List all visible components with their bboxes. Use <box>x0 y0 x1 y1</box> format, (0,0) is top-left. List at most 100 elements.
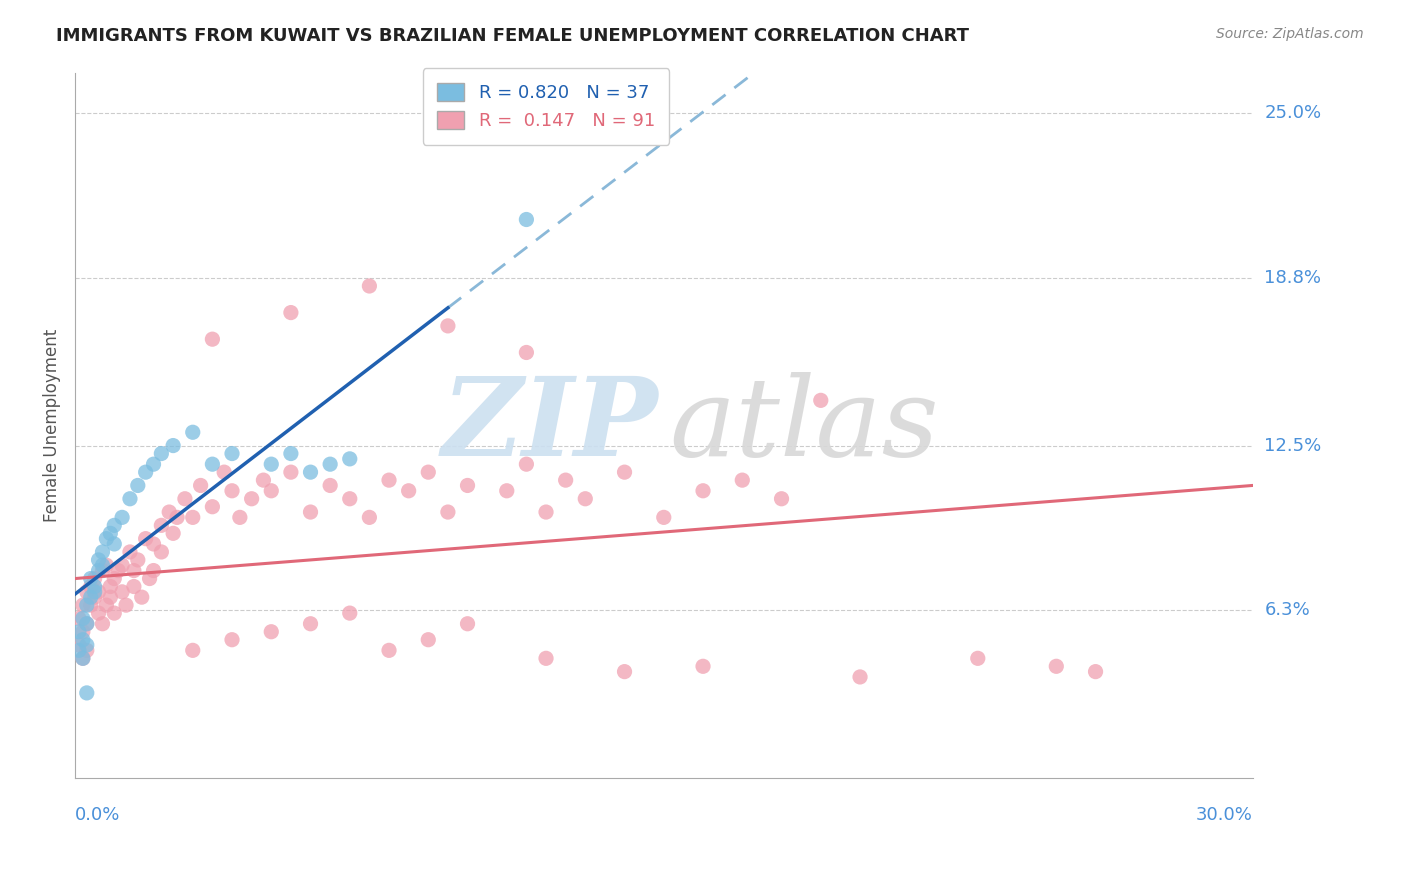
Point <box>437 505 460 519</box>
Point <box>221 632 243 647</box>
Point <box>190 478 212 492</box>
Point <box>91 616 114 631</box>
Point <box>150 446 173 460</box>
Point <box>181 643 204 657</box>
Point <box>98 590 121 604</box>
Text: 18.8%: 18.8% <box>1264 269 1322 287</box>
Point <box>378 473 401 487</box>
Point <box>103 537 125 551</box>
Point <box>72 611 94 625</box>
Point <box>76 638 98 652</box>
Point <box>72 598 94 612</box>
Point <box>613 665 636 679</box>
Point <box>339 451 361 466</box>
Point <box>260 457 283 471</box>
Point <box>96 532 118 546</box>
Point <box>80 598 103 612</box>
Point <box>495 483 517 498</box>
Point <box>122 580 145 594</box>
Point <box>221 446 243 460</box>
Point <box>201 457 224 471</box>
Point <box>319 478 342 492</box>
Point <box>652 510 675 524</box>
Text: ZIP: ZIP <box>441 372 658 479</box>
Point <box>221 483 243 498</box>
Point <box>252 473 274 487</box>
Point <box>115 598 138 612</box>
Point <box>240 491 263 506</box>
Point <box>111 558 134 573</box>
Point <box>142 457 165 471</box>
Point <box>76 616 98 631</box>
Point <box>72 632 94 647</box>
Point <box>142 564 165 578</box>
Point <box>96 598 118 612</box>
Point <box>181 510 204 524</box>
Point <box>67 643 90 657</box>
Point <box>76 616 98 631</box>
Point <box>67 624 90 639</box>
Point <box>174 491 197 506</box>
Point <box>534 505 557 519</box>
Point <box>83 584 105 599</box>
Text: 0.0%: 0.0% <box>75 806 121 824</box>
Point <box>515 345 537 359</box>
Point <box>150 545 173 559</box>
Point <box>72 651 94 665</box>
Point <box>135 465 157 479</box>
Point <box>111 510 134 524</box>
Point <box>127 478 149 492</box>
Point <box>157 505 180 519</box>
Point <box>80 590 103 604</box>
Point <box>339 491 361 506</box>
Point <box>107 564 129 578</box>
Point <box>72 624 94 639</box>
Text: Source: ZipAtlas.com: Source: ZipAtlas.com <box>1216 27 1364 41</box>
Point <box>83 590 105 604</box>
Point <box>103 518 125 533</box>
Point <box>162 439 184 453</box>
Text: 6.3%: 6.3% <box>1264 601 1310 619</box>
Point <box>280 305 302 319</box>
Point <box>103 606 125 620</box>
Point <box>260 483 283 498</box>
Point <box>131 590 153 604</box>
Point <box>437 318 460 333</box>
Point <box>91 558 114 573</box>
Point <box>87 606 110 620</box>
Point <box>76 598 98 612</box>
Point <box>319 457 342 471</box>
Point <box>91 545 114 559</box>
Point <box>80 580 103 594</box>
Point <box>67 638 90 652</box>
Point <box>418 465 440 479</box>
Point <box>299 616 322 631</box>
Point <box>150 518 173 533</box>
Point <box>103 572 125 586</box>
Text: 25.0%: 25.0% <box>1264 104 1322 122</box>
Point <box>98 580 121 594</box>
Point <box>96 558 118 573</box>
Text: atlas: atlas <box>669 372 939 479</box>
Point <box>299 465 322 479</box>
Point <box>966 651 988 665</box>
Point <box>201 332 224 346</box>
Point <box>574 491 596 506</box>
Point <box>359 510 381 524</box>
Point <box>72 651 94 665</box>
Point <box>76 686 98 700</box>
Point <box>212 465 235 479</box>
Point <box>378 643 401 657</box>
Point <box>67 611 90 625</box>
Point <box>83 572 105 586</box>
Point <box>98 526 121 541</box>
Point <box>91 564 114 578</box>
Point <box>280 465 302 479</box>
Text: IMMIGRANTS FROM KUWAIT VS BRAZILIAN FEMALE UNEMPLOYMENT CORRELATION CHART: IMMIGRANTS FROM KUWAIT VS BRAZILIAN FEMA… <box>56 27 969 45</box>
Y-axis label: Female Unemployment: Female Unemployment <box>44 329 60 522</box>
Point <box>339 606 361 620</box>
Point <box>118 491 141 506</box>
Point <box>1045 659 1067 673</box>
Point <box>810 393 832 408</box>
Point <box>280 446 302 460</box>
